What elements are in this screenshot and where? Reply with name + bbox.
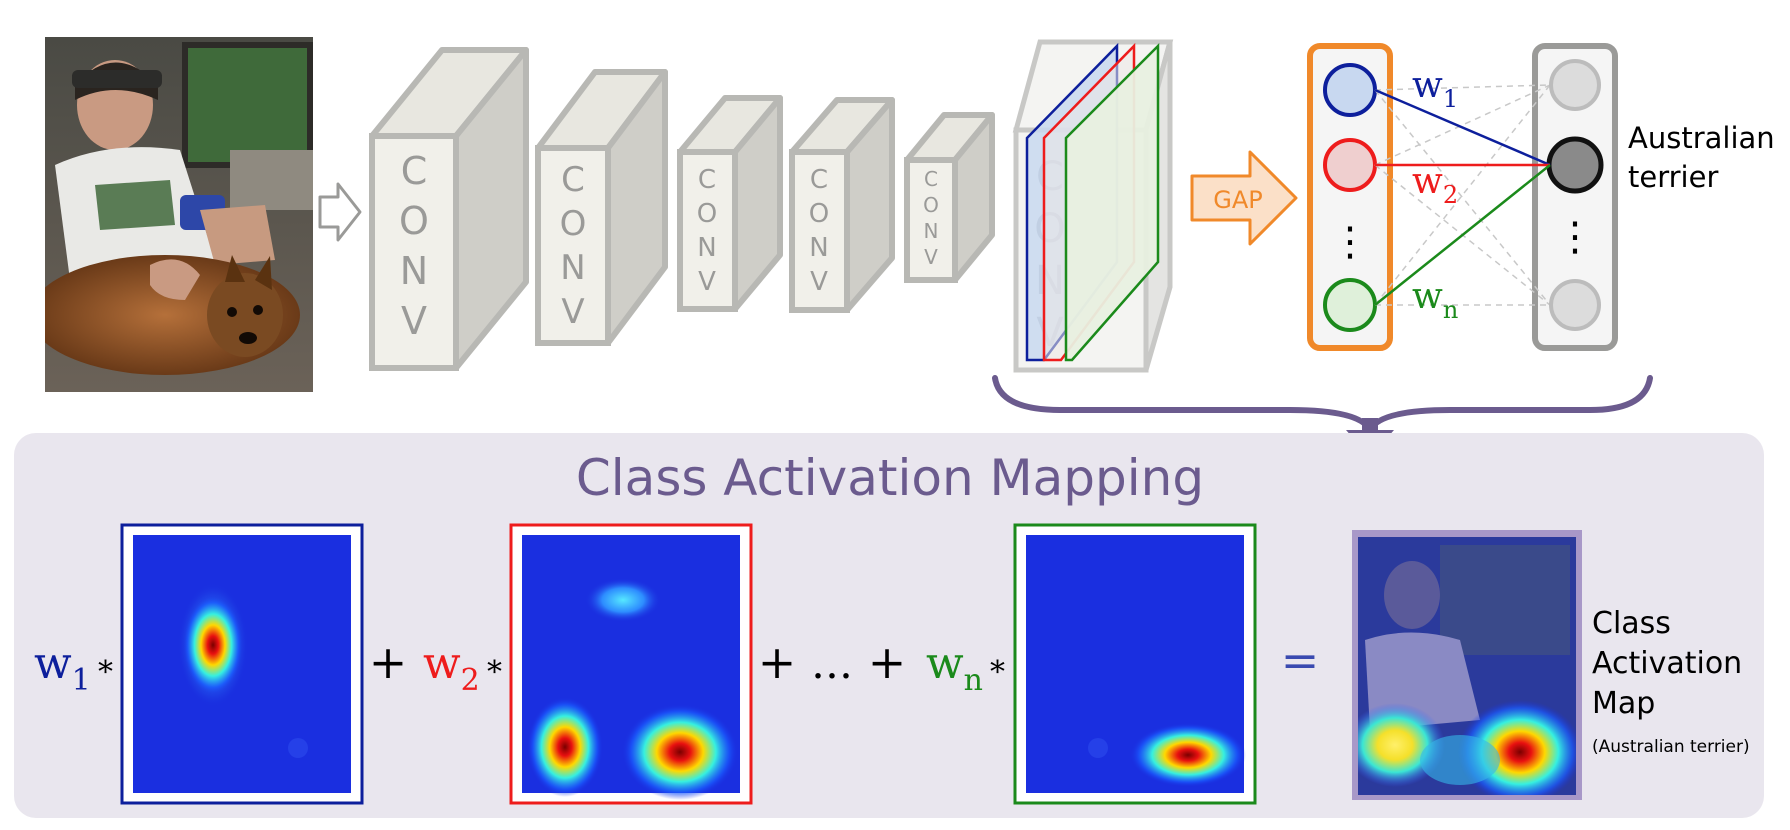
svg-text:w1: w1 bbox=[34, 638, 91, 698]
weight-label-w2: w2 bbox=[1412, 161, 1458, 209]
conv-block-2 bbox=[535, 69, 668, 346]
connection-w1 bbox=[1374, 88, 1551, 167]
weight-label-wn: wn bbox=[1412, 276, 1458, 324]
equation-term-w1: w1 * bbox=[34, 638, 113, 698]
equation-term-w2: w2 * bbox=[423, 638, 502, 698]
conv-block-3 bbox=[677, 95, 783, 312]
equation-equals: = bbox=[1281, 633, 1320, 687]
conv-block-5 bbox=[904, 112, 995, 283]
gap-node-column: ⋮ bbox=[1307, 43, 1393, 351]
svg-text:*: * bbox=[98, 655, 113, 690]
svg-text:=: = bbox=[1281, 633, 1320, 687]
gap-node-n bbox=[1323, 278, 1377, 332]
equation-plus-1: + bbox=[369, 635, 408, 689]
heatmap-w2 bbox=[509, 523, 753, 805]
svg-text:w2: w2 bbox=[1412, 161, 1458, 209]
cam-title: Class Activation Mapping bbox=[576, 449, 1204, 507]
svg-text:*: * bbox=[990, 655, 1005, 690]
gap-node-2 bbox=[1323, 138, 1377, 192]
cam-panel bbox=[14, 433, 1764, 818]
svg-text:+: + bbox=[369, 635, 408, 689]
feature-map-n-green bbox=[1064, 42, 1160, 362]
conv-block-1 bbox=[369, 47, 529, 371]
svg-text:+: + bbox=[868, 635, 907, 689]
weight-label-w1: w1 bbox=[1412, 65, 1458, 113]
svg-text:wn: wn bbox=[926, 638, 983, 698]
connection-wn bbox=[1374, 164, 1551, 306]
svg-text:Activation: Activation bbox=[1592, 646, 1742, 681]
output-node-top bbox=[1549, 59, 1601, 111]
conv-block-4 bbox=[789, 97, 895, 313]
gap-label: GAP bbox=[1213, 186, 1263, 214]
output-node-class bbox=[1546, 136, 1604, 194]
heatmap-wn bbox=[1013, 523, 1257, 805]
output-node-column: ⋮ bbox=[1374, 43, 1618, 351]
svg-text:w2: w2 bbox=[423, 638, 480, 698]
equation-term-wn: wn * bbox=[926, 638, 1005, 698]
svg-text:Australian: Australian bbox=[1628, 121, 1775, 155]
class-activation-map-image bbox=[1352, 530, 1582, 800]
input-photo-boy-and-dog bbox=[45, 37, 313, 392]
svg-text:(Australian terrier): (Australian terrier) bbox=[1592, 737, 1750, 757]
output-node-bottom bbox=[1549, 279, 1601, 331]
svg-text:Map: Map bbox=[1592, 686, 1655, 721]
gap-arrow-icon: GAP bbox=[1190, 150, 1298, 246]
arrow-right-icon bbox=[318, 182, 362, 242]
svg-text:w1: w1 bbox=[1412, 65, 1458, 113]
svg-text:wn: wn bbox=[1412, 276, 1458, 324]
result-label: Class Activation Map (Australian terrier… bbox=[1592, 606, 1750, 757]
class-label: Australian terrier bbox=[1628, 121, 1775, 194]
svg-text:Class: Class bbox=[1592, 606, 1671, 641]
gap-node-1 bbox=[1323, 63, 1377, 117]
svg-text:*: * bbox=[487, 655, 502, 690]
equation-plus-ellipsis: + … + bbox=[758, 635, 907, 689]
output-vertical-dots: ⋮ bbox=[1555, 214, 1595, 260]
svg-text:…: … bbox=[811, 639, 853, 688]
svg-text:terrier: terrier bbox=[1628, 160, 1718, 194]
gap-vertical-dots: ⋮ bbox=[1330, 219, 1370, 265]
heatmap-w1 bbox=[120, 523, 364, 805]
svg-text:+: + bbox=[758, 635, 797, 689]
